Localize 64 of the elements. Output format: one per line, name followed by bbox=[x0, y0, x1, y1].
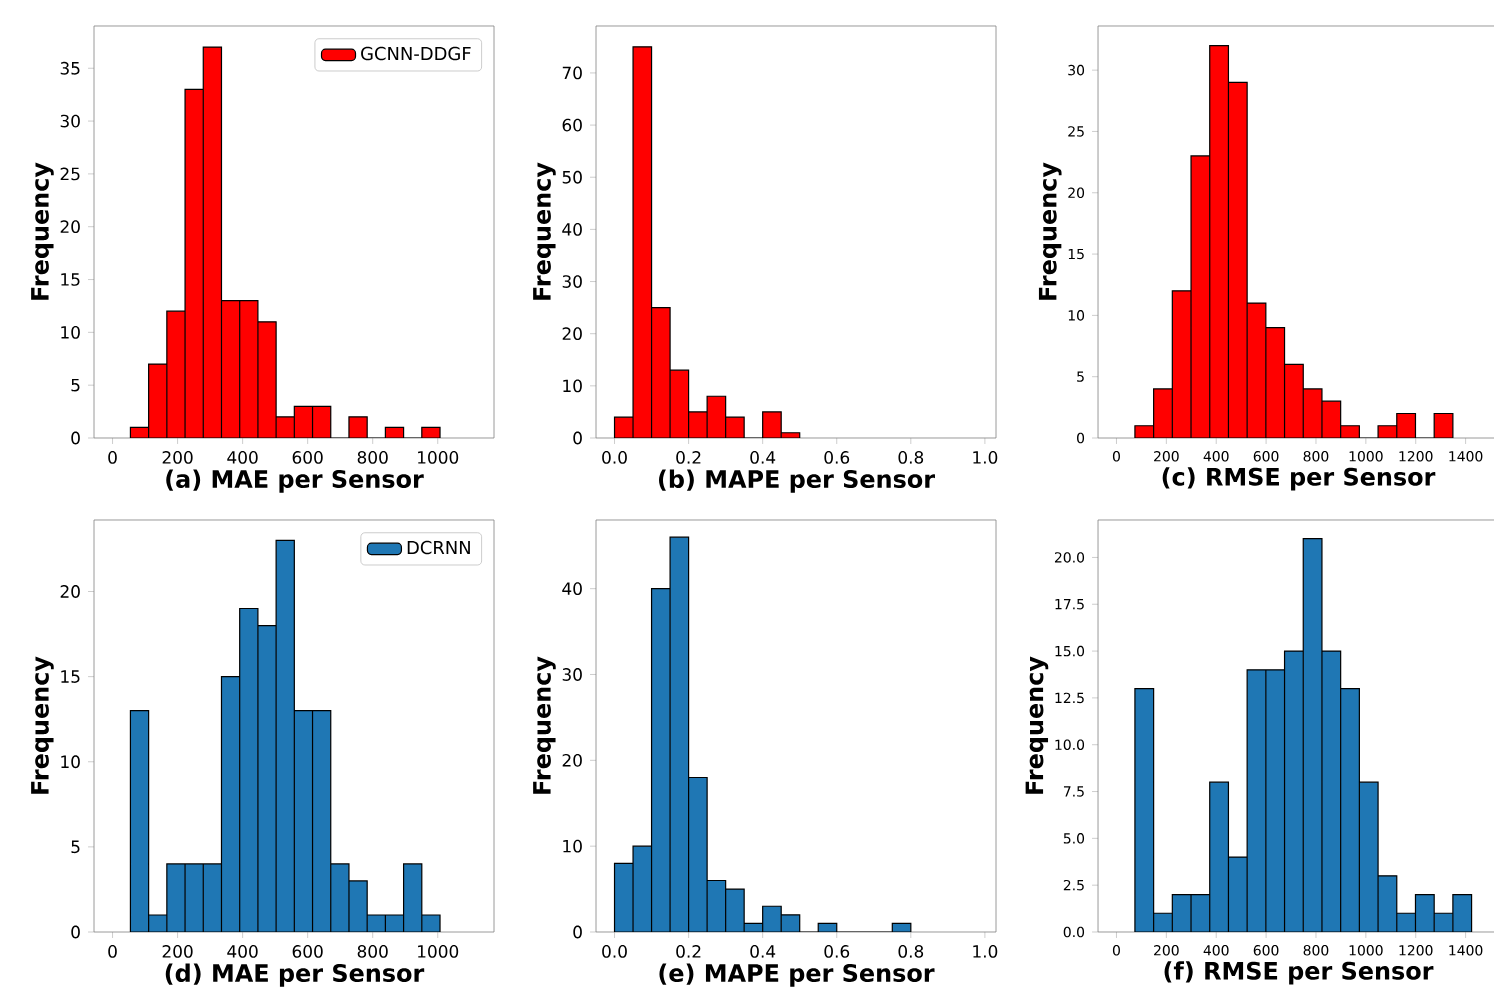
x-tick-label: 1000 bbox=[418, 945, 459, 958]
x-tick-label: 0.0 bbox=[602, 451, 627, 464]
x-tick-label: 0.6 bbox=[824, 451, 850, 464]
x-tick-label: 0.2 bbox=[676, 945, 701, 958]
y-tick-label: 25 bbox=[60, 167, 80, 181]
x-tick-label: 1.0 bbox=[973, 945, 998, 958]
y-tick-label: 0 bbox=[573, 925, 582, 939]
x-tick-label: 0.4 bbox=[750, 945, 776, 958]
y-axis-title: Frequency bbox=[31, 162, 54, 300]
x-tick-label: 0.2 bbox=[676, 451, 701, 464]
y-tick-label: 35 bbox=[60, 61, 80, 75]
x-tick-label: 200 bbox=[162, 945, 193, 958]
x-tick-label: 0.8 bbox=[898, 451, 924, 464]
y-tick-label: 30 bbox=[562, 275, 582, 288]
x-tick-label: 1000 bbox=[418, 451, 459, 464]
x-tick-label: 0.6 bbox=[824, 945, 850, 958]
y-tick-label: 40 bbox=[562, 222, 582, 236]
y-tick-label: 20 bbox=[562, 327, 582, 341]
y-tick-label: 30 bbox=[60, 114, 80, 128]
x-tick-label: 800 bbox=[357, 945, 388, 958]
y-tick-label: 60 bbox=[562, 118, 582, 132]
x-tick-label: 0 bbox=[108, 945, 117, 958]
y-tick-label: 0 bbox=[573, 431, 582, 445]
x-tick-label: 400 bbox=[227, 451, 258, 464]
x-tick-label: 0.4 bbox=[750, 451, 776, 464]
x-axis-title: (f) RMSE per Sensor bbox=[1164, 961, 1434, 985]
y-axis-title: Frequency bbox=[533, 656, 556, 794]
y-tick-label: 20 bbox=[60, 585, 80, 598]
x-tick-label: 0 bbox=[108, 451, 117, 464]
y-axis-title: Frequency bbox=[31, 656, 54, 794]
x-tick-label: 200 bbox=[162, 451, 193, 464]
y-tick-label: 10 bbox=[563, 839, 582, 853]
y-axis-title: Frequency bbox=[533, 162, 556, 300]
y-tick-label: 15 bbox=[61, 273, 80, 286]
legend-label: DCRNN bbox=[407, 540, 470, 555]
x-axis-title: (e) MAPE per Sensor bbox=[659, 963, 935, 987]
y-tick-label: 0 bbox=[71, 431, 80, 445]
y-tick-label: 20 bbox=[562, 753, 582, 767]
y-axis-title: Frequency bbox=[1025, 656, 1049, 794]
y-tick-label: 10 bbox=[61, 755, 80, 769]
y-tick-label: 70 bbox=[562, 66, 582, 80]
y-tick-label: 30 bbox=[562, 668, 582, 681]
y-tick-label: 5 bbox=[71, 378, 80, 392]
x-tick-label: 0.8 bbox=[898, 945, 924, 958]
x-tick-label: 800 bbox=[357, 451, 388, 464]
x-tick-label: 400 bbox=[227, 945, 258, 958]
x-tick-label: 600 bbox=[292, 451, 323, 464]
y-tick-label: 0 bbox=[71, 925, 80, 939]
y-tick-label: 5 bbox=[71, 840, 80, 854]
y-tick-label: 20 bbox=[60, 220, 80, 234]
y-tick-label: 40 bbox=[562, 582, 582, 596]
x-tick-label: 1.0 bbox=[973, 451, 998, 464]
x-axis-title: (c) RMSE per Sensor bbox=[1162, 467, 1436, 491]
y-tick-label: 50 bbox=[562, 170, 582, 184]
x-axis-title: (a) MAE per Sensor bbox=[166, 469, 424, 493]
x-axis-title: (b) MAPE per Sensor bbox=[659, 469, 935, 493]
y-axis-title: Frequency bbox=[1038, 162, 1062, 300]
y-tick-label: 10 bbox=[61, 325, 80, 339]
y-tick-label: 10 bbox=[563, 379, 582, 393]
y-tick-label: 15 bbox=[61, 670, 80, 683]
x-tick-label: 0.0 bbox=[602, 945, 627, 958]
legend-label: GCNN-DDGF bbox=[361, 46, 471, 61]
x-tick-label: 600 bbox=[292, 945, 323, 958]
x-axis-title: (d) MAE per Sensor bbox=[165, 963, 425, 987]
